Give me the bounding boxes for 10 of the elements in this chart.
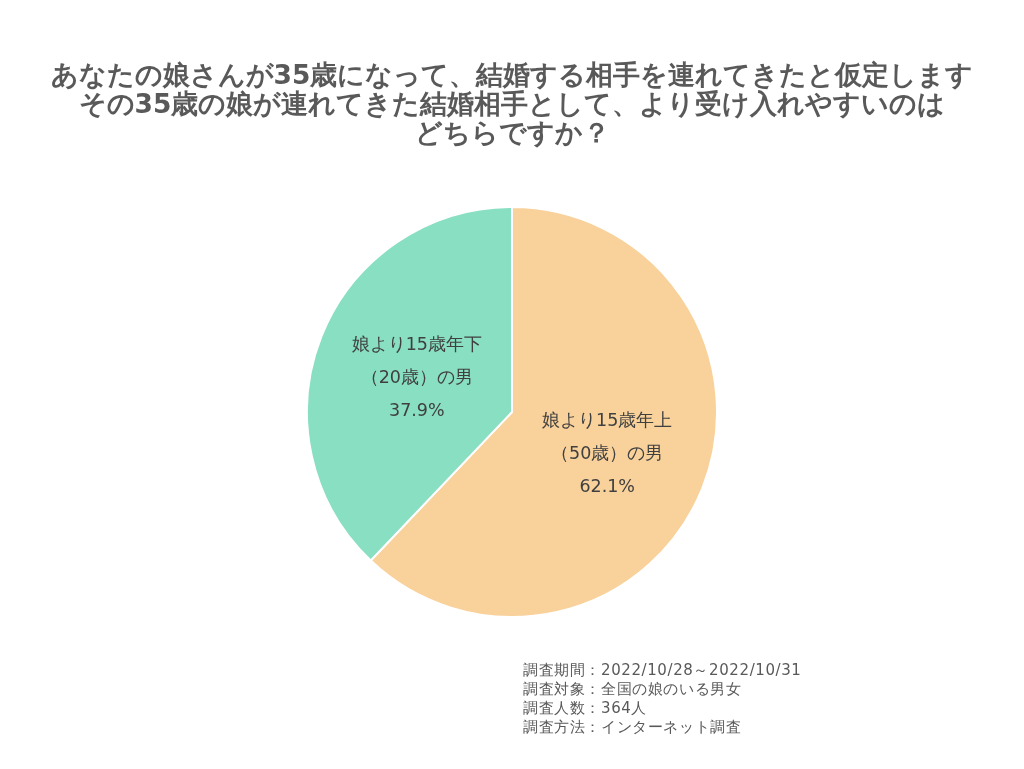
chart-subtitle: その35歳の娘が連れてきた結婚相手として、より受け入れやすいのはどちらですか？ xyxy=(78,88,946,148)
data-label: 37.9% xyxy=(389,399,445,420)
text: 調査方法：インターネット調査 xyxy=(523,718,743,737)
slice-label: 娘より15歳年上（50歳）の男 xyxy=(542,409,673,463)
text: 調査対象：全国の娘のいる男女 xyxy=(523,680,743,699)
chart-title: あなたの娘さんが35歳になって、結婚する相手を連れてきたと仮定します xyxy=(49,59,975,90)
text: 調査期間：2022/10/28～2022/10/31 xyxy=(523,661,802,680)
text: 調査人数：364人 xyxy=(523,699,649,718)
slice-label: 娘より15歳年下（20歳）の男 xyxy=(351,333,482,387)
data-label: 62.1% xyxy=(579,475,635,496)
